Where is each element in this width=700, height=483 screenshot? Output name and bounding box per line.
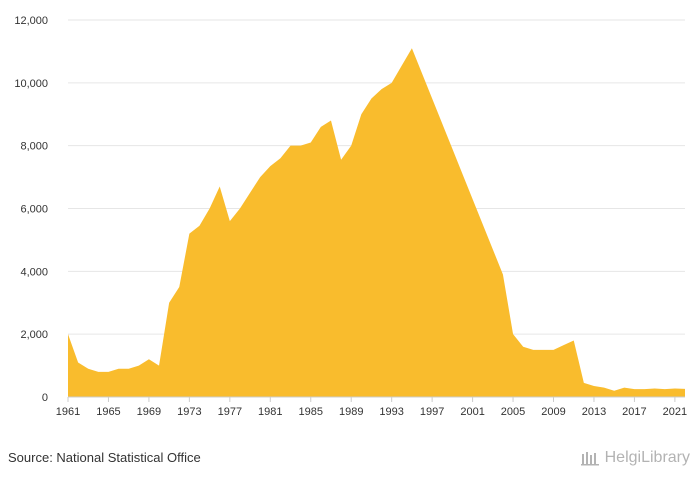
x-tick-label: 1993: [379, 406, 403, 418]
source-note: Source: National Statistical Office: [8, 450, 201, 465]
library-logo-icon: [580, 452, 599, 466]
x-tick-label: 2017: [622, 406, 646, 418]
brand-name: HelgiLibrary: [604, 449, 690, 466]
y-tick-label: 12,000: [14, 15, 48, 27]
y-tick-label: 8,000: [20, 141, 48, 153]
x-tick-label: 1965: [96, 406, 120, 418]
x-tick-label: 1973: [177, 406, 201, 418]
x-tick-label: 2009: [541, 406, 565, 418]
x-tick-label: 2021: [663, 406, 687, 418]
brand-logo: HelgiLibrary: [580, 449, 690, 467]
x-axis: [67, 396, 685, 402]
y-tick-label: 10,000: [14, 78, 48, 90]
x-tick-label: 1969: [137, 406, 161, 418]
x-tick-label: 1989: [339, 406, 363, 418]
x-tick-label: 1961: [56, 406, 80, 418]
x-tick-label: 2005: [501, 406, 525, 418]
x-tick-label: 1981: [258, 406, 282, 418]
x-tick-label: 1977: [218, 406, 242, 418]
y-tick-label: 2,000: [20, 329, 48, 341]
x-tick-label: 1997: [420, 406, 444, 418]
y-tick-label: 4,000: [20, 266, 48, 278]
x-tick-labels: 1961 1965 1969 1973 1977 1981 1985 1989 1993 1997…: [56, 406, 687, 418]
y-tick-label: 6,000: [20, 204, 48, 216]
x-tick-label: 2013: [582, 406, 606, 418]
area-series: [68, 48, 685, 398]
x-tick-label: 1985: [299, 406, 323, 418]
area-fill: [68, 48, 685, 398]
x-tick-label: 2001: [460, 406, 484, 418]
y-tick-labels: 0 2,000 4,000 6,000 8,000 10,000 12,000: [14, 15, 48, 404]
y-tick-label: 0: [42, 392, 48, 404]
